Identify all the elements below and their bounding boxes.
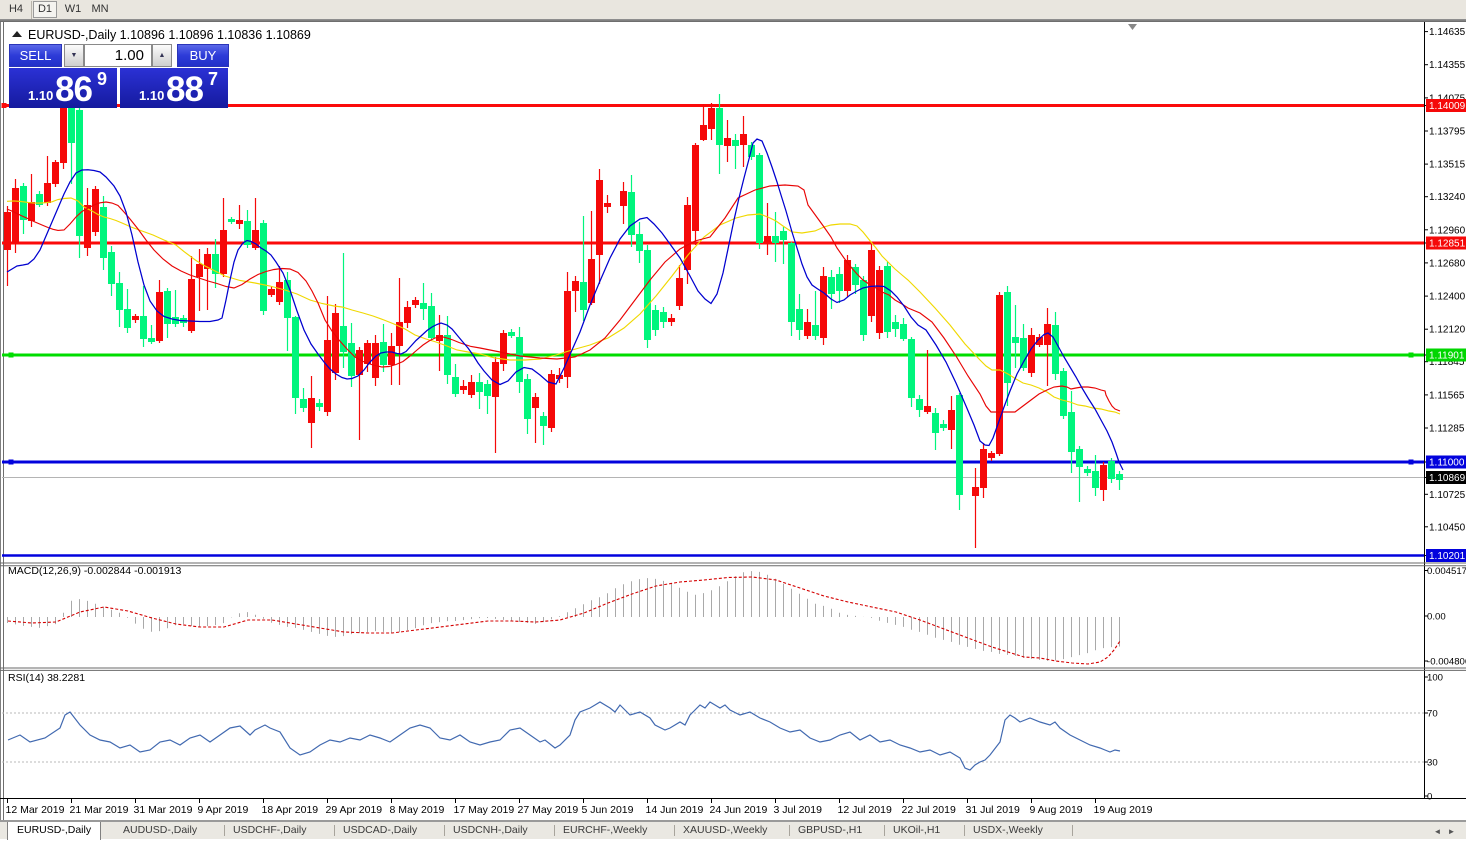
svg-text:3 Jul 2019: 3 Jul 2019: [774, 804, 823, 816]
svg-text:9 Apr 2019: 9 Apr 2019: [198, 804, 249, 816]
svg-text:1.12400: 1.12400: [1429, 292, 1466, 303]
svg-text:1.14075: 1.14075: [1429, 93, 1466, 104]
svg-text:0.00: 0.00: [1427, 612, 1446, 623]
svg-text:1.11565: 1.11565: [1429, 390, 1465, 401]
svg-text:1.13515: 1.13515: [1429, 160, 1466, 171]
svg-text:21 Mar 2019: 21 Mar 2019: [70, 804, 129, 816]
svg-text:1.10201: 1.10201: [1429, 551, 1466, 562]
svg-text:1.10869: 1.10869: [1429, 473, 1466, 484]
svg-text:12 Jul 2019: 12 Jul 2019: [838, 804, 892, 816]
svg-text:31 Jul 2019: 31 Jul 2019: [966, 804, 1020, 816]
svg-text:1.12680: 1.12680: [1429, 258, 1466, 269]
svg-text:1.12120: 1.12120: [1429, 325, 1466, 336]
svg-text:30: 30: [1427, 758, 1438, 769]
svg-text:100: 100: [1427, 673, 1443, 684]
svg-text:1.14009: 1.14009: [1429, 101, 1466, 112]
svg-text:1.11285: 1.11285: [1429, 424, 1465, 435]
svg-text:EURUSD-,Daily 1.10896 1.10896: EURUSD-,Daily 1.10896 1.10896 1.10836 1.…: [28, 28, 311, 42]
svg-text:0: 0: [1427, 792, 1432, 803]
svg-text:19 Aug 2019: 19 Aug 2019: [1094, 804, 1153, 816]
svg-text:1.13795: 1.13795: [1429, 127, 1466, 138]
svg-text:5 Jun 2019: 5 Jun 2019: [582, 804, 634, 816]
svg-text:24 Jun 2019: 24 Jun 2019: [710, 804, 768, 816]
svg-text:1.12960: 1.12960: [1429, 225, 1466, 236]
svg-text:RSI(14) 38.2281: RSI(14) 38.2281: [8, 672, 85, 684]
svg-text:1.11000: 1.11000: [1429, 458, 1465, 469]
svg-text:1.11901: 1.11901: [1429, 351, 1465, 362]
svg-text:9 Aug 2019: 9 Aug 2019: [1030, 804, 1083, 816]
svg-text:MACD(12,26,9) -0.002844 -0.001: MACD(12,26,9) -0.002844 -0.001913: [8, 565, 182, 577]
svg-text:0.004517: 0.004517: [1427, 566, 1466, 577]
svg-text:29 Apr 2019: 29 Apr 2019: [326, 804, 383, 816]
svg-text:1.13240: 1.13240: [1429, 192, 1466, 203]
svg-text:17 May 2019: 17 May 2019: [454, 804, 515, 816]
svg-text:1.14635: 1.14635: [1429, 27, 1466, 38]
svg-text:22 Jul 2019: 22 Jul 2019: [902, 804, 956, 816]
svg-text:1.10450: 1.10450: [1429, 522, 1466, 533]
svg-text:-0.004806: -0.004806: [1427, 657, 1466, 668]
svg-text:70: 70: [1427, 709, 1438, 720]
svg-text:14 Jun 2019: 14 Jun 2019: [646, 804, 704, 816]
svg-text:1.14355: 1.14355: [1429, 60, 1466, 71]
svg-text:1.11845: 1.11845: [1429, 357, 1465, 368]
svg-text:12 Mar 2019: 12 Mar 2019: [6, 804, 65, 816]
svg-text:1.12851: 1.12851: [1429, 239, 1466, 250]
svg-text:31 Mar 2019: 31 Mar 2019: [134, 804, 193, 816]
svg-text:8 May 2019: 8 May 2019: [390, 804, 445, 816]
svg-text:1.10725: 1.10725: [1429, 490, 1466, 501]
svg-text:18 Apr 2019: 18 Apr 2019: [262, 804, 319, 816]
svg-text:27 May 2019: 27 May 2019: [518, 804, 579, 816]
